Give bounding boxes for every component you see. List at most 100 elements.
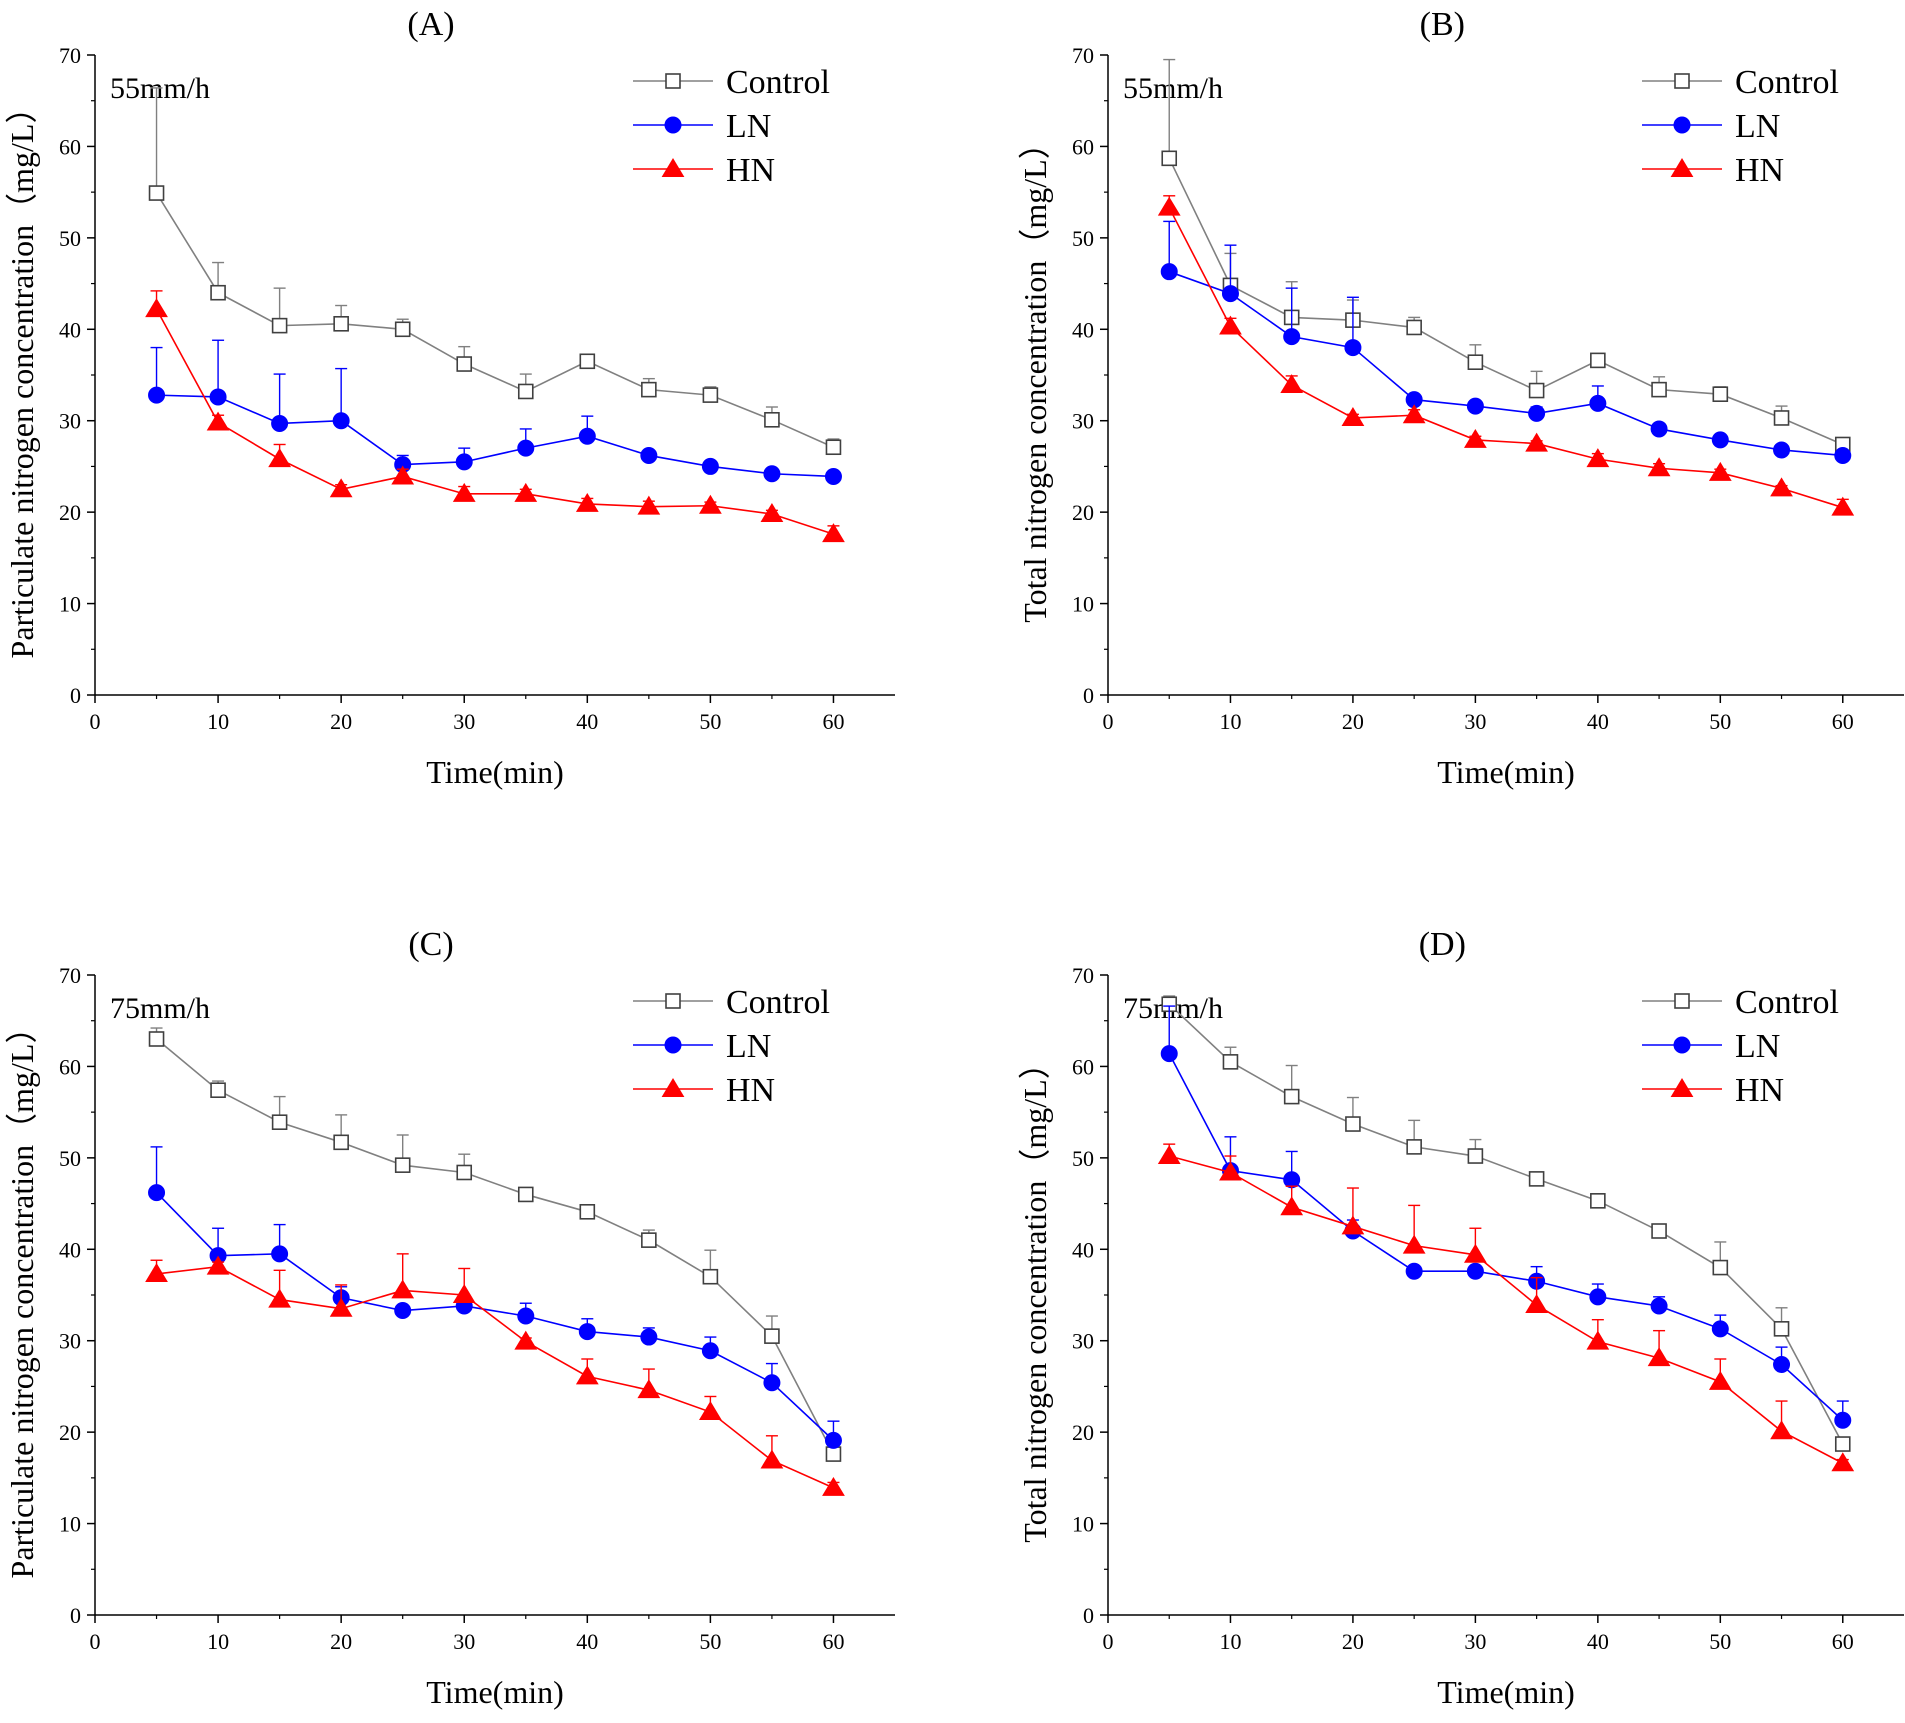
y-tick-label: 40 (59, 317, 81, 342)
x-tick-label: 0 (1103, 709, 1114, 734)
y-tick-label: 20 (59, 1420, 81, 1445)
data-point-hn (1157, 196, 1181, 216)
x-tick-label: 0 (90, 1629, 101, 1654)
data-point-control (1712, 386, 1729, 403)
x-tick-label: 50 (699, 709, 721, 734)
x-tick-label: 10 (1219, 1629, 1241, 1654)
data-point-hn (1280, 1196, 1304, 1216)
data-point-ln (1344, 339, 1362, 357)
data-point-ln (455, 453, 473, 471)
series-control (1161, 58, 1851, 453)
x-tick-label: 10 (207, 1629, 229, 1654)
data-point-ln (824, 467, 842, 485)
y-tick-label: 0 (70, 1603, 81, 1628)
legend: Control LN HN (633, 984, 830, 1109)
data-point-control (825, 1446, 842, 1462)
series-line-ln (156, 394, 834, 478)
data-point-hn (1402, 404, 1426, 424)
series-ln (1160, 220, 1852, 464)
series-control (148, 1027, 842, 1462)
data-point-hn (1402, 1234, 1426, 1254)
y-tick-label: 30 (1072, 1329, 1094, 1354)
legend-label-control: Control (726, 64, 830, 101)
y-tick-label: 40 (1072, 317, 1094, 342)
y-tick-label: 70 (1072, 43, 1094, 68)
chart-title: (B) (1420, 6, 1465, 43)
x-tick-label: 0 (90, 709, 101, 734)
data-point-ln (640, 1328, 658, 1346)
data-point-ln (824, 1431, 842, 1449)
data-point-hn (1464, 428, 1487, 448)
data-point-ln (1466, 397, 1484, 415)
data-point-control (271, 1114, 288, 1130)
legend-label-control: Control (1735, 984, 1839, 1021)
x-axis-label: Time(min) (1437, 754, 1575, 790)
data-point-control (1528, 382, 1545, 399)
data-point-ln (1221, 285, 1239, 303)
data-point-hn (391, 1279, 415, 1299)
data-point-hn (1525, 1294, 1548, 1314)
series-hn (1157, 195, 1855, 516)
data-point-hn (1219, 315, 1242, 335)
y-tick-label: 50 (1072, 1146, 1094, 1171)
data-point-control (579, 1204, 596, 1220)
data-point-hn (1708, 1370, 1732, 1390)
x-axis-label: Time(min) (426, 1674, 564, 1710)
data-point-hn (1647, 1347, 1671, 1367)
data-point-ln (148, 386, 166, 404)
data-point-ln (1711, 431, 1729, 449)
data-point-hn (1157, 1145, 1181, 1165)
data-point-ln (763, 465, 781, 483)
data-point-hn (1586, 448, 1610, 468)
data-point-ln (1160, 263, 1178, 281)
data-point-control (1773, 410, 1790, 426)
x-tick-label: 30 (1464, 709, 1486, 734)
data-point-ln (1283, 328, 1301, 346)
data-point-hn (145, 1262, 168, 1282)
data-point-control (1651, 1223, 1667, 1239)
y-axis-label: Total nitrogen concentration（mg/L） (1017, 127, 1053, 622)
y-tick-label: 70 (59, 963, 81, 988)
x-tick-label: 20 (330, 1629, 352, 1654)
x-tick-label: 50 (1709, 1629, 1731, 1654)
y-tick-label: 10 (59, 1512, 81, 1537)
series-line-hn (1168, 207, 1844, 509)
data-point-control (1467, 1148, 1484, 1164)
x-tick-label: 10 (207, 709, 229, 734)
data-point-hn (1647, 457, 1671, 477)
legend-label-control: Control (726, 984, 830, 1021)
legend-label-hn: HN (1735, 1072, 1784, 1109)
x-tick-label: 30 (453, 709, 475, 734)
data-point-ln (1466, 1262, 1484, 1280)
y-tick-label: 60 (59, 1054, 81, 1079)
panel-a: 0 10 20 30 40 50 60 0 10 20 30 40 50 60 70 (A) Time(min)… (4, 6, 895, 790)
data-point-hn (637, 495, 661, 515)
data-point-ln (578, 1323, 596, 1341)
data-point-ln (517, 439, 535, 457)
data-point-hn (329, 478, 353, 498)
data-point-ln (763, 1374, 781, 1392)
data-point-ln (1650, 1297, 1668, 1315)
legend-label-hn: HN (726, 1072, 775, 1109)
data-point-ln (1528, 404, 1546, 422)
legend: Control LN HN (1642, 984, 1839, 1109)
data-point-control (1834, 1436, 1851, 1452)
data-point-ln (394, 1302, 412, 1320)
series-line-hn (156, 1265, 834, 1489)
x-tick-label: 60 (1832, 1629, 1854, 1654)
data-point-ln (1589, 394, 1607, 412)
legend-marker-ln (664, 1036, 682, 1054)
series-ln (148, 339, 842, 485)
data-point-ln (332, 412, 350, 430)
series-hn (145, 290, 845, 543)
x-axis-label: Time(min) (426, 754, 564, 790)
x-tick-label: 60 (822, 1629, 844, 1654)
data-point-ln (1834, 1411, 1852, 1429)
series-ln (148, 1146, 842, 1449)
y-tick-label: 30 (59, 409, 81, 434)
x-tick-label: 0 (1103, 1629, 1114, 1654)
x-tick-label: 30 (1464, 1629, 1486, 1654)
data-point-hn (575, 1365, 599, 1385)
data-point-hn (1464, 1243, 1487, 1263)
series-line-hn (155, 308, 834, 535)
